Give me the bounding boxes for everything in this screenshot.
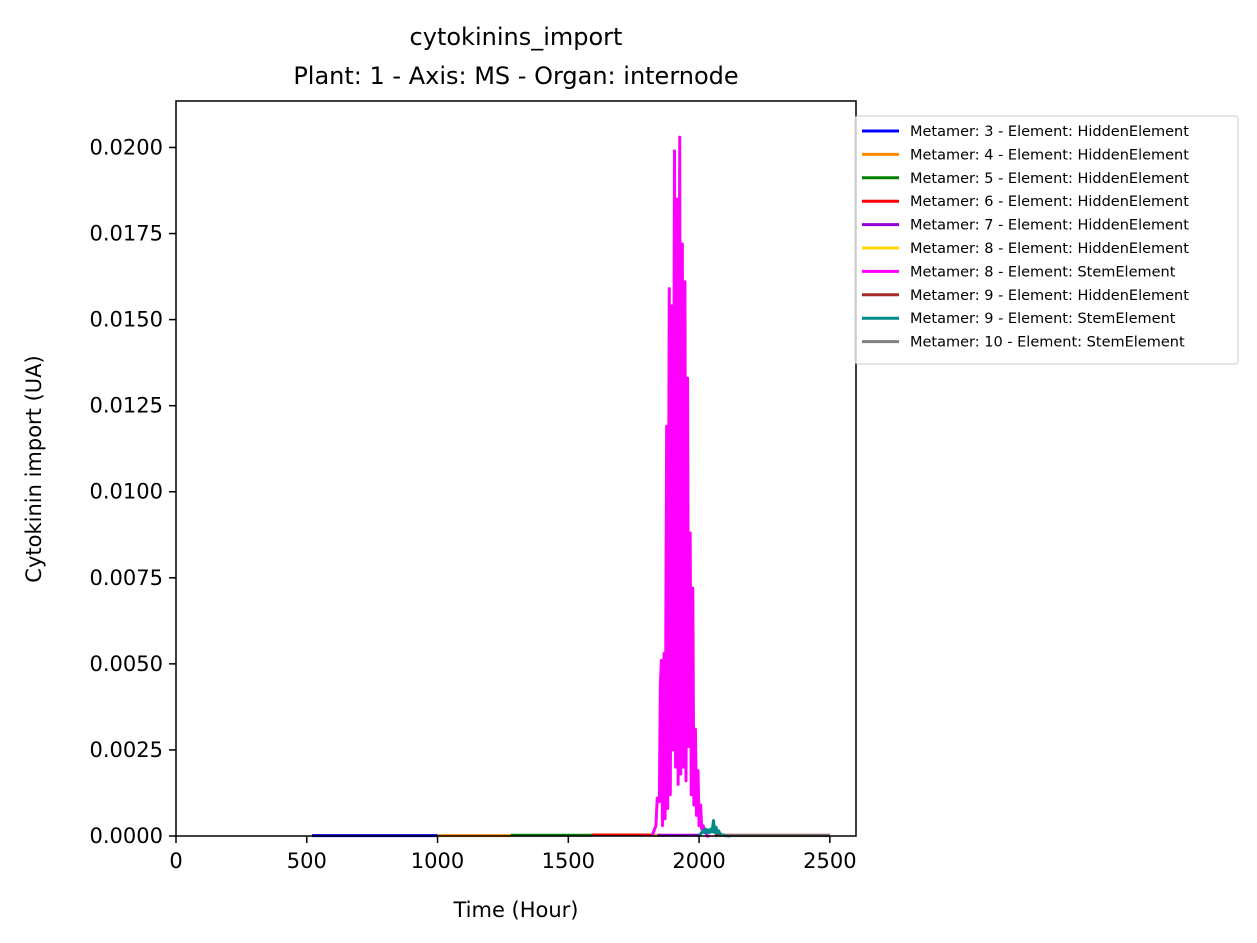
legend-label: Metamer: 6 - Element: HiddenElement	[910, 194, 1189, 210]
legend-label: Metamer: 9 - Element: HiddenElement	[910, 288, 1189, 304]
legend-label: Metamer: 8 - Element: StemElement	[910, 264, 1176, 280]
series-line-9	[697, 819, 731, 838]
y-tick-label: 0.0175	[90, 222, 163, 246]
legend-label: Metamer: 8 - Element: HiddenElement	[910, 241, 1189, 257]
y-tick-label: 0.0025	[90, 738, 163, 762]
series-line-7	[650, 135, 710, 838]
x-tick-label: 1000	[411, 849, 464, 873]
y-tick-label: 0.0150	[90, 308, 163, 332]
legend-label: Metamer: 9 - Element: StemElement	[910, 311, 1176, 327]
legend: Metamer: 3 - Element: HiddenElement Metam…	[854, 115, 1239, 365]
x-axis-ticks: 0 500 1000 1500 2000 2500	[169, 836, 857, 873]
legend-label: Metamer: 3 - Element: HiddenElement	[910, 124, 1189, 140]
y-tick-label: 0.0000	[90, 824, 163, 848]
plot-area	[176, 101, 856, 836]
chart-title: cytokinins_import	[410, 23, 623, 51]
x-tick-label: 1500	[542, 849, 595, 873]
y-axis-label: Cytokinin import (UA)	[22, 355, 46, 582]
legend-label: Metamer: 4 - Element: HiddenElement	[910, 147, 1189, 163]
plot-background	[176, 101, 856, 836]
legend-box	[854, 115, 1239, 365]
y-tick-label: 0.0200	[90, 135, 163, 159]
x-tick-label: 2500	[803, 849, 856, 873]
y-tick-label: 0.0100	[90, 480, 163, 504]
y-axis-ticks: 0.0000 0.0025 0.0050 0.0075 0.0100 0.0125 0.01…	[90, 135, 176, 848]
x-tick-label: 2000	[672, 849, 725, 873]
legend-label: Metamer: 7 - Element: HiddenElement	[910, 218, 1189, 234]
x-tick-label: 0	[169, 849, 182, 873]
x-tick-label: 500	[287, 849, 327, 873]
y-tick-label: 0.0125	[90, 394, 163, 418]
x-axis-label: Time (Hour)	[452, 898, 578, 922]
y-tick-label: 0.0050	[90, 652, 163, 676]
y-tick-label: 0.0075	[90, 566, 163, 590]
plot-frame	[175, 100, 857, 837]
legend-label: Metamer: 10 - Element: StemElement	[910, 335, 1185, 351]
legend-label: Metamer: 5 - Element: HiddenElement	[910, 171, 1189, 187]
chart-subtitle: Plant: 1 - Axis: MS - Organ: internode	[293, 62, 738, 90]
